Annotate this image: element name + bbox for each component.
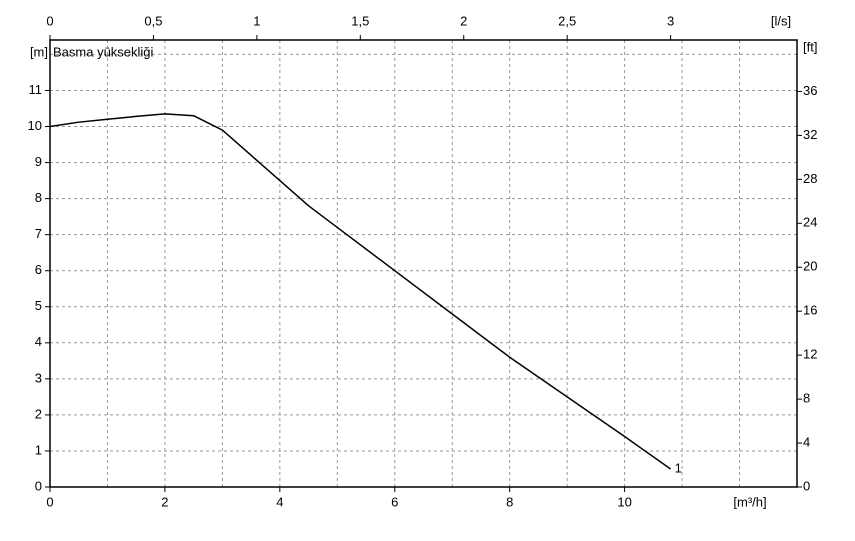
y-tick-label: 10: [28, 118, 42, 133]
y-tick-label: 0: [35, 478, 42, 493]
y-tick-label: 5: [35, 298, 42, 313]
y-tick-label: 1: [35, 442, 42, 457]
y2-tick-label: 36: [803, 83, 817, 98]
y2-tick-label: 16: [803, 303, 817, 318]
y2-tick-label: 4: [803, 434, 810, 449]
x2-tick-label: 2: [460, 13, 467, 28]
series-label: 1: [675, 460, 682, 475]
y-tick-label: 4: [35, 334, 42, 349]
x-tick-label: 4: [276, 494, 283, 509]
y-tick-label: 6: [35, 262, 42, 277]
x-tick-label: 10: [617, 494, 631, 509]
plot-frame: [49, 39, 798, 488]
y2-tick-label: 20: [803, 259, 817, 274]
x2-tick-label: 0,5: [144, 13, 162, 28]
y-tick-label: 11: [29, 82, 43, 97]
x2-tick-label: 1,5: [351, 13, 369, 28]
x-tick-label: 8: [506, 494, 513, 509]
y-axis-label: [m]: [30, 44, 48, 59]
x-tick-label: 6: [391, 494, 398, 509]
y-tick-label: 9: [35, 154, 42, 169]
y-tick-label: 3: [35, 370, 42, 385]
y-tick-label: 7: [35, 226, 42, 241]
y2-tick-label: 0: [803, 478, 810, 493]
x2-tick-label: 1: [253, 13, 260, 28]
y2-tick-label: 24: [803, 215, 817, 230]
y2-tick-label: 28: [803, 171, 817, 186]
x-tick-label: 0: [46, 494, 53, 509]
curve: [49, 113, 672, 470]
x2-tick-label: 3: [667, 13, 674, 28]
chart-title: Basma yüksekliği: [53, 44, 154, 59]
y-tick-label: 2: [35, 406, 42, 421]
x2-axis-label: [l/s]: [771, 13, 791, 28]
x-tick-label: 2: [161, 494, 168, 509]
y2-axis-label: [ft]: [803, 39, 817, 54]
y2-tick-label: 12: [803, 347, 817, 362]
x2-tick-label: 0: [46, 13, 53, 28]
x-axis-label: [m³/h]: [733, 494, 766, 509]
y2-tick-label: 8: [803, 391, 810, 406]
y-tick-label: 8: [35, 190, 42, 205]
x2-tick-label: 2,5: [558, 13, 576, 28]
y2-tick-label: 32: [803, 127, 817, 142]
